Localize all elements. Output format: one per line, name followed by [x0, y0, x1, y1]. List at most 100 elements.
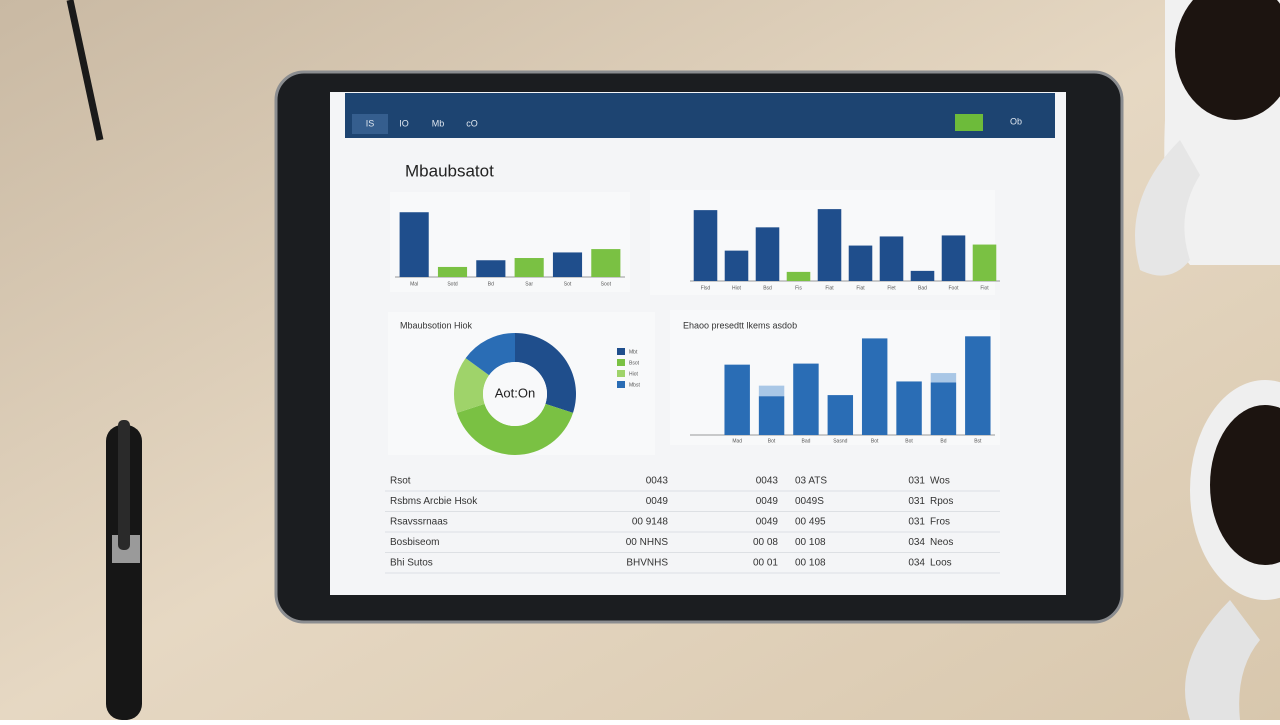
table-cell: 0049: [646, 496, 669, 507]
table-cell: Neos: [930, 537, 953, 548]
x-tick-label: Bad: [801, 438, 810, 444]
bar-segment: [793, 363, 819, 435]
legend-label: Mbt: [629, 349, 638, 355]
cable: [66, 0, 104, 141]
x-tick-label: Bd: [488, 281, 494, 287]
x-tick-label: Flsd: [701, 285, 711, 291]
legend-swatch: [617, 348, 625, 355]
bar-segment: [827, 395, 854, 435]
bar-segment: [930, 373, 957, 383]
nav-item[interactable]: IS: [366, 118, 375, 128]
table-cell: 0049: [756, 496, 779, 507]
bar: [693, 210, 718, 281]
x-tick-label: Bsd: [763, 285, 772, 291]
x-tick-label: Sar: [525, 281, 533, 287]
table-cell: Rsot: [390, 476, 411, 487]
table-cell: 031: [908, 496, 925, 507]
table-cell: 0049: [756, 517, 779, 528]
nav-active[interactable]: [352, 114, 388, 134]
donut-slice: [465, 333, 515, 376]
bar: [552, 252, 583, 277]
bar-segment: [965, 336, 991, 435]
x-tick-label: Bst: [974, 438, 982, 444]
bar: [972, 244, 997, 281]
donut-hole: [483, 362, 547, 426]
x-tick-label: Sotd: [447, 281, 458, 287]
x-tick-label: Bad: [918, 285, 927, 291]
table-cell: 00 08: [753, 537, 778, 548]
x-tick-label: Mal: [410, 281, 418, 287]
x-tick-label: Fis: [795, 285, 802, 291]
bar: [786, 271, 811, 281]
bar: [514, 258, 544, 277]
pen: [106, 420, 142, 720]
bar-segment: [861, 338, 888, 435]
bar: [591, 249, 621, 277]
table-cell: Wos: [930, 476, 950, 487]
x-tick-label: Bot: [871, 438, 879, 444]
table-cell: 00 108: [795, 537, 826, 548]
bar: [910, 270, 935, 281]
legend-label: Mbst: [629, 382, 640, 388]
button[interactable]: [955, 114, 983, 131]
bar-segment: [758, 385, 785, 397]
bar: [848, 245, 873, 281]
button-label[interactable]: Ob: [1010, 116, 1022, 126]
table-cell: Rpos: [930, 496, 953, 507]
x-tick-label: Sasnd: [833, 438, 847, 444]
x-tick-label: Soot: [601, 281, 612, 287]
table-cell: 0049S: [795, 496, 824, 507]
legend-swatch: [617, 359, 625, 366]
legend-swatch: [617, 370, 625, 377]
table-cell: Bhi Sutos: [390, 558, 433, 569]
x-tick-label: Fiat: [825, 285, 834, 291]
table-cell: 031: [908, 517, 925, 528]
bar: [755, 227, 780, 281]
donut-slice: [515, 333, 576, 413]
x-tick-label: Bot: [768, 438, 776, 444]
table-cell: 0043: [646, 476, 669, 487]
x-tick-label: Fiat: [856, 285, 865, 291]
nav-item[interactable]: IO: [399, 118, 409, 128]
bar: [879, 236, 904, 281]
bar: [724, 250, 749, 281]
table-cell: 00 495: [795, 517, 826, 528]
x-tick-label: Flet: [887, 285, 896, 291]
bar-segment: [724, 364, 750, 435]
table-cell: BHVNHS: [626, 558, 668, 569]
page-title: Mbaubsatot: [405, 161, 494, 180]
table-cell: 031: [908, 476, 925, 487]
legend-label: Bsot: [629, 360, 640, 366]
bar: [399, 212, 429, 277]
legend-label: Hiot: [629, 371, 639, 377]
table-cell: 034: [908, 558, 925, 569]
table-cell: Fros: [930, 517, 950, 528]
x-tick-label: Foot: [948, 285, 959, 291]
x-tick-label: Fiot: [980, 285, 989, 291]
bar: [476, 260, 506, 277]
donut-slice: [456, 403, 574, 456]
table-cell: Loos: [930, 558, 952, 569]
table-cell: 034: [908, 537, 925, 548]
donut-center: Aot:On: [495, 385, 535, 400]
top-bar: [345, 93, 1055, 138]
coffee-cups: [1135, 0, 1280, 720]
nav-item[interactable]: Mb: [432, 118, 445, 128]
table-cell: Bosbiseom: [390, 537, 439, 548]
bar-segment: [758, 396, 785, 435]
table-cell: 00 01: [753, 558, 778, 569]
table-cell: 00 108: [795, 558, 826, 569]
panel: [390, 192, 630, 292]
bar: [817, 209, 842, 281]
nav-item[interactable]: cO: [466, 118, 478, 128]
bar: [941, 235, 966, 281]
table-cell: 00 NHNS: [626, 537, 669, 548]
table-cell: Rsavssrnaas: [390, 517, 448, 528]
x-tick-label: Bot: [905, 438, 913, 444]
x-tick-label: Sot: [564, 281, 572, 287]
table-cell: 00 9148: [632, 517, 669, 528]
bar: [437, 266, 468, 277]
table-cell: 0043: [756, 476, 779, 487]
chart-title: Mbaubsotion Hiok: [400, 320, 473, 330]
